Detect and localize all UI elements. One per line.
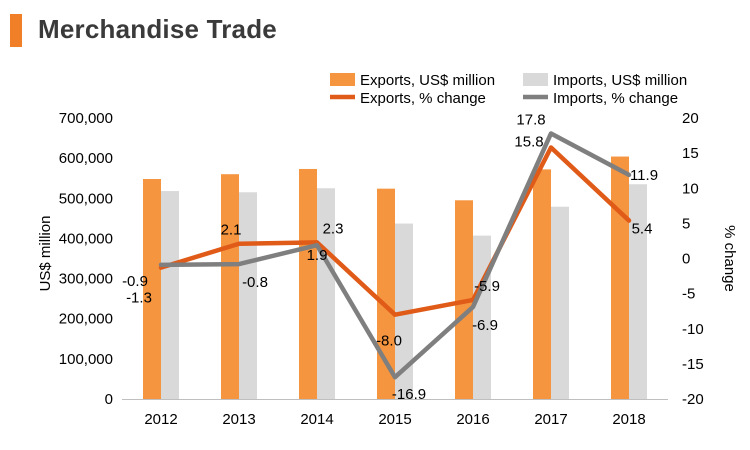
x-tick-label: 2012 (144, 411, 177, 428)
imports-pct-data-label: -0.9 (122, 273, 148, 290)
imports-bar (161, 191, 179, 399)
exports-bar (533, 169, 551, 399)
y-tick-label: 300,000 (59, 271, 113, 288)
y-tick-label: 400,000 (59, 230, 113, 247)
y2-tick-label: 20 (682, 110, 699, 127)
imports-pct-data-label: 17.8 (516, 111, 545, 128)
exports-bar (377, 188, 395, 399)
exports-bar (221, 174, 239, 399)
exports-bar (143, 179, 161, 399)
x-tick-label: 2014 (300, 411, 333, 428)
exports-pct-data-label: 15.8 (514, 134, 543, 151)
exports-pct-data-label: 2.1 (221, 222, 242, 239)
y2-tick-label: 5 (682, 215, 690, 232)
y2-tick-label: -15 (682, 356, 704, 373)
imports-bar (317, 188, 335, 399)
y2-axis-title: % change (721, 225, 738, 292)
y2-tick-label: -20 (682, 391, 704, 408)
y2-tick-label: 15 (682, 145, 699, 162)
x-tick-label: 2017 (534, 411, 567, 428)
y-tick-label: 700,000 (59, 110, 113, 127)
exports-pct-line (158, 145, 632, 317)
y-tick-label: 100,000 (59, 351, 113, 368)
page-title: Merchandise Trade (38, 14, 277, 44)
imports-pct-data-label: -16.9 (392, 386, 426, 403)
x-tick-label: 2016 (456, 411, 489, 428)
y2-tick-label: 0 (682, 251, 690, 268)
exports-bar (299, 168, 317, 399)
y-tick-label: 500,000 (59, 190, 113, 207)
exports-pct-data-label: 5.4 (632, 221, 653, 238)
imports-pct-data-label: -0.8 (242, 274, 268, 291)
y2-tick-label: 10 (682, 180, 699, 197)
exports-pct-data-label: -8.0 (376, 333, 402, 350)
imports-bar (239, 192, 257, 399)
y-axis-title: US$ million (37, 216, 54, 292)
title-accent-bar (10, 14, 22, 47)
x-tick-label: 2015 (378, 411, 411, 428)
exports-pct-data-label: -5.9 (474, 278, 500, 295)
imports-bar (551, 206, 569, 399)
y-tick-label: 200,000 (59, 311, 113, 328)
legend-imports-bar-swatch (523, 73, 548, 86)
y-tick-label: 600,000 (59, 150, 113, 167)
y-tick-label: 0 (105, 391, 113, 408)
legend-imports-line-label: Imports, % change (553, 90, 678, 107)
imports-pct-line (158, 131, 632, 380)
imports-pct-data-label: -6.9 (472, 317, 498, 334)
y2-tick-label: -5 (682, 286, 695, 303)
legend-exports-bar-swatch (330, 73, 355, 86)
x-tick-label: 2018 (612, 411, 645, 428)
legend-exports-bar-label: Exports, US$ million (360, 72, 495, 89)
exports-bar (611, 156, 629, 399)
imports-pct-data-label: 1.9 (307, 247, 328, 264)
x-tick-label: 2013 (222, 411, 255, 428)
imports-pct-data-label: 11.9 (630, 167, 658, 184)
legend-exports-line-label: Exports, % change (360, 90, 486, 107)
exports-pct-data-label: -1.3 (126, 290, 152, 307)
imports-bar (629, 184, 647, 399)
exports-pct-data-label: 2.3 (323, 220, 344, 237)
y2-tick-label: -10 (682, 321, 704, 338)
legend-imports-bar-label: Imports, US$ million (553, 72, 687, 89)
